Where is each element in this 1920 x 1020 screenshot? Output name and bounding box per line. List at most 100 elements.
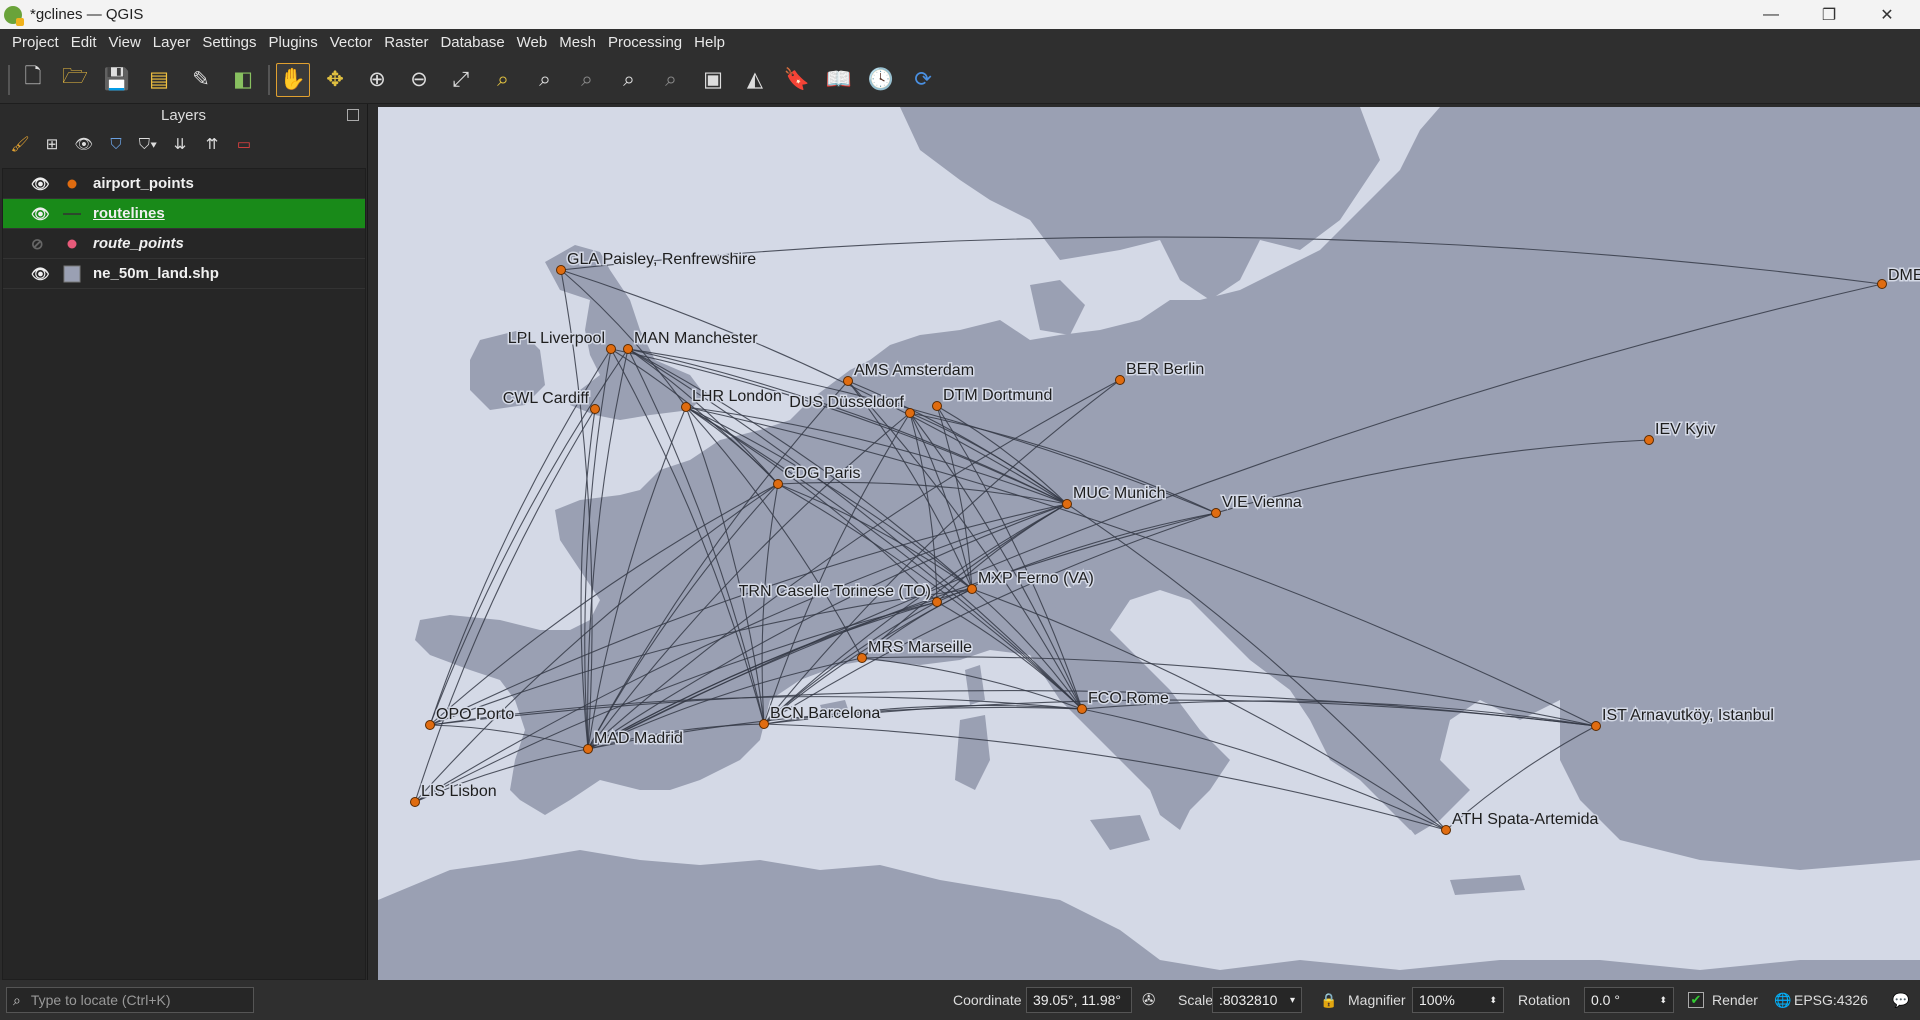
- route-line: [685, 406, 973, 590]
- menu-processing[interactable]: Processing: [607, 34, 683, 51]
- pan-to-selection-icon[interactable]: ✥: [326, 68, 344, 91]
- undock-panel-icon[interactable]: [347, 109, 359, 121]
- toolbar-grip: [8, 64, 10, 95]
- route-line: [763, 412, 911, 725]
- route-line: [627, 348, 1083, 710]
- spatial-bookmark-icon[interactable]: 🔖: [783, 67, 811, 91]
- zoom-full-icon[interactable]: ⤢: [452, 67, 470, 91]
- render-checkbox[interactable]: ✔: [1688, 992, 1704, 1008]
- menu-project[interactable]: Project: [12, 34, 59, 51]
- zoom-next-icon[interactable]: ⌕: [665, 67, 677, 91]
- airport-point: [1211, 508, 1221, 518]
- airport-point: [590, 404, 600, 414]
- menu-layer[interactable]: Layer: [152, 34, 191, 51]
- magnifier-label: Magnifier: [1348, 992, 1406, 1008]
- rotation-field[interactable]: 0.0 ° ⬍: [1584, 987, 1674, 1013]
- route-line: [685, 406, 1083, 710]
- visibility-eye-icon[interactable]: 👁: [31, 265, 51, 283]
- zoom-to-selection-icon[interactable]: ⌕: [497, 67, 509, 91]
- layers-panel-title: Layers: [160, 107, 207, 124]
- new-print-layout-icon[interactable]: ▤: [149, 68, 169, 91]
- layers-panel: Layers 🖌 ⊞ 👁 ⛉ ⛉▾ ⇊ ⇈ ▭ 👁 airport_points…: [0, 104, 368, 980]
- route-line: [1445, 725, 1597, 831]
- coordinate-field[interactable]: 39.05°, 11.98°: [1026, 987, 1132, 1013]
- route-line: [560, 236, 1883, 285]
- layer-row-airport-points[interactable]: 👁 airport_points: [3, 169, 365, 199]
- minimize-button[interactable]: —: [1763, 5, 1779, 23]
- menu-vector[interactable]: Vector: [329, 34, 373, 51]
- zoom-native-icon[interactable]: ⌕: [581, 67, 593, 91]
- manage-visibility-icon[interactable]: 👁: [74, 136, 94, 153]
- route-line: [429, 588, 973, 726]
- spinner-icon: ⬍: [1489, 994, 1497, 1005]
- locator-search-input[interactable]: ⌕ Type to locate (Ctrl+K): [6, 987, 254, 1013]
- route-line: [936, 405, 1083, 710]
- toggle-extents-icon[interactable]: ✇: [1142, 992, 1156, 1009]
- scale-field[interactable]: :8032810 ▾: [1212, 987, 1302, 1013]
- menu-mesh[interactable]: Mesh: [559, 34, 596, 51]
- route-line: [587, 379, 1121, 750]
- airport-label: BER Berlin: [1126, 361, 1204, 378]
- expand-all-icon[interactable]: ⇊: [173, 136, 187, 153]
- open-project-icon[interactable]: 🗁: [61, 65, 89, 88]
- layout-manager-icon[interactable]: ✎: [192, 68, 210, 91]
- route-lines: [414, 236, 1883, 831]
- messages-icon[interactable]: 💬: [1892, 991, 1910, 1008]
- refresh-icon[interactable]: ⟳: [914, 68, 932, 91]
- visibility-eye-icon[interactable]: 👁: [31, 175, 51, 193]
- temporal-controller-icon[interactable]: 🕓: [867, 67, 895, 91]
- route-line: [761, 483, 779, 725]
- style-manager-icon[interactable]: ◧: [233, 68, 253, 91]
- add-group-icon[interactable]: ⊞: [45, 136, 59, 153]
- filter-by-expression-icon[interactable]: ⛉▾: [138, 135, 158, 153]
- route-line: [587, 412, 911, 750]
- menu-settings[interactable]: Settings: [202, 34, 257, 51]
- menu-database[interactable]: Database: [440, 34, 505, 51]
- map-canvas[interactable]: GLA Paisley, Renfrewshire LPL Liverpool MA…: [378, 107, 1920, 980]
- land-sardinia: [955, 715, 990, 790]
- airport-point: [1062, 499, 1072, 509]
- globe-icon[interactable]: 🌐: [1774, 991, 1792, 1008]
- zoom-out-icon[interactable]: ⊖: [410, 68, 428, 91]
- pan-map-icon[interactable]: ✋: [276, 62, 310, 97]
- menu-web[interactable]: Web: [516, 34, 548, 51]
- window-title: *gclines — QGIS: [30, 6, 144, 23]
- visibility-eye-icon[interactable]: 👁: [31, 205, 51, 223]
- collapse-all-icon[interactable]: ⇈: [205, 136, 219, 153]
- new-map-view-icon[interactable]: ▣: [703, 68, 723, 91]
- show-bookmarks-icon[interactable]: 📖: [825, 67, 853, 91]
- polygon-symbol-icon: [63, 265, 81, 283]
- crs-button[interactable]: EPSG:4326: [1794, 992, 1868, 1008]
- magnifier-field[interactable]: 100% ⬍: [1412, 987, 1504, 1013]
- remove-layer-icon[interactable]: ▭: [236, 136, 252, 153]
- zoom-last-icon[interactable]: ⌕: [623, 67, 635, 91]
- layer-row-ne-50m-land[interactable]: 👁 ne_50m_land.shp: [3, 259, 365, 289]
- maximize-button[interactable]: ❐: [1821, 6, 1837, 24]
- layer-row-route-points[interactable]: ⊘ route_points: [3, 229, 365, 259]
- route-line: [429, 483, 779, 726]
- airport-label: GLA Paisley, Renfrewshire: [567, 251, 756, 268]
- menu-view[interactable]: View: [108, 34, 141, 51]
- visibility-hidden-eye-icon[interactable]: ⊘: [31, 235, 44, 253]
- menu-raster[interactable]: Raster: [384, 34, 429, 51]
- new-3d-map-view-icon[interactable]: ◭: [746, 68, 764, 91]
- layer-styling-icon[interactable]: 🖌: [10, 136, 30, 153]
- airport-point: [773, 479, 783, 489]
- new-project-icon[interactable]: 🗋: [24, 65, 42, 88]
- menu-help[interactable]: Help: [694, 34, 725, 51]
- render-label: Render: [1712, 992, 1758, 1008]
- menu-plugins[interactable]: Plugins: [268, 34, 318, 51]
- zoom-to-layer-icon[interactable]: ⌕: [539, 67, 551, 91]
- close-button[interactable]: ✕: [1880, 6, 1894, 24]
- route-line: [560, 269, 593, 750]
- layer-name: route_points: [93, 235, 184, 252]
- save-project-icon[interactable]: 💾: [103, 67, 131, 91]
- zoom-in-icon[interactable]: ⊕: [368, 68, 386, 91]
- menu-edit[interactable]: Edit: [70, 34, 97, 51]
- layer-row-routelines[interactable]: 👁 routelines: [3, 199, 365, 229]
- filter-legend-icon[interactable]: ⛉: [110, 135, 122, 153]
- land-north-africa: [378, 850, 1920, 980]
- lock-scale-icon[interactable]: 🔒: [1320, 991, 1338, 1008]
- route-line: [414, 483, 779, 803]
- route-line: [763, 503, 1068, 725]
